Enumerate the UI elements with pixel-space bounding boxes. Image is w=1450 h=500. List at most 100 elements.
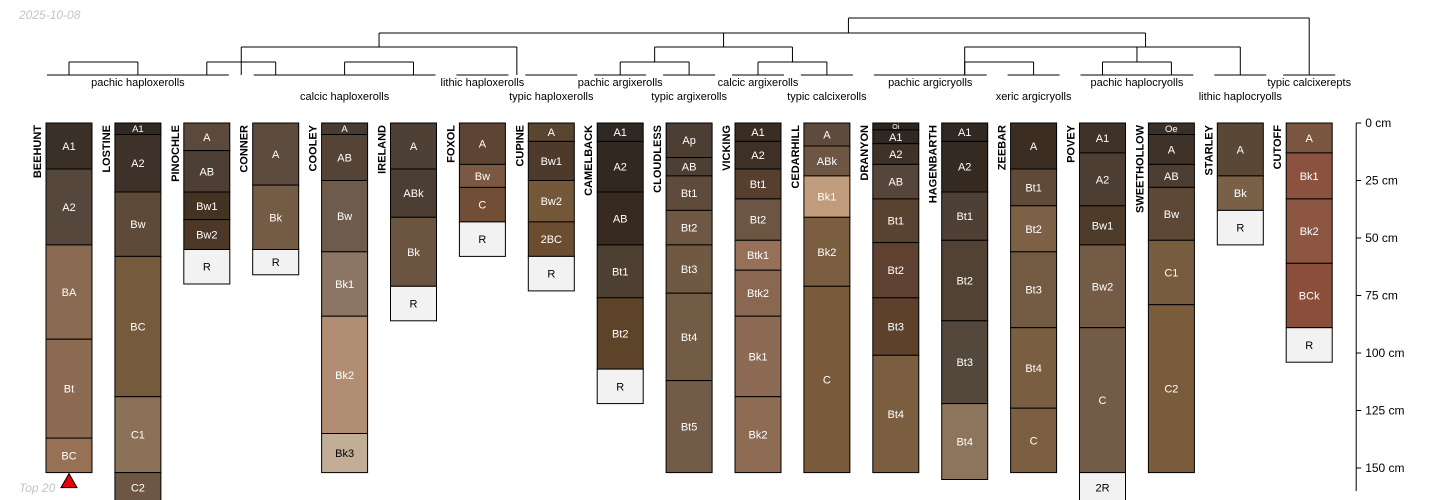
horizon xyxy=(252,249,300,276)
horizon-label: Bt2 xyxy=(1025,224,1042,236)
horizon-label: Bk2 xyxy=(1300,226,1319,238)
subgroup-label: xeric argicryolls xyxy=(996,91,1072,103)
horizon-label: R xyxy=(272,257,280,269)
horizon-label: C2 xyxy=(1164,384,1178,396)
horizon xyxy=(321,134,369,181)
profile-name: CUTOFF xyxy=(1272,125,1284,170)
horizon xyxy=(665,380,713,474)
profile: A1 A2 Bt1 Bt2 Btk1 Btk2 Bk1 Bk2 VICKING xyxy=(721,122,782,474)
horizon xyxy=(734,269,782,317)
horizon xyxy=(665,122,713,158)
profile-name: ZEEBAR xyxy=(997,125,1009,170)
horizon-label: Bk xyxy=(407,247,420,259)
horizon xyxy=(1010,251,1058,329)
profile: A1 A2 Bw BC C1 C2 LOSTINE xyxy=(101,122,162,500)
horizon-label: Ap xyxy=(682,135,695,147)
horizon-label: Bk1 xyxy=(817,192,836,204)
profile-name: DRANYON xyxy=(859,125,871,181)
horizon xyxy=(803,175,851,218)
subgroup-label: pachic haplocryolls xyxy=(1090,77,1183,89)
horizon-label: Bw1 xyxy=(1092,220,1113,232)
horizon-label: A1 xyxy=(1096,133,1109,145)
profile: A1 A2 Bw1 Bw2 C 2R POVEY xyxy=(1066,122,1126,500)
dendrogram xyxy=(68,17,1310,75)
horizon-label: C xyxy=(478,200,486,212)
horizon xyxy=(114,134,162,193)
horizon-label: A2 xyxy=(613,162,626,174)
horizon-label: Bt2 xyxy=(750,215,767,227)
horizon-label: R xyxy=(1236,223,1244,235)
horizon xyxy=(941,403,989,481)
profile: A Bk R CONNER xyxy=(239,122,300,276)
profile-name: STARLEY xyxy=(1203,124,1215,175)
horizon-label: R xyxy=(478,234,486,246)
profile: A1 A2 BA Bt BC BEEHUNT xyxy=(32,122,93,489)
axis-tick-label: 75 cm xyxy=(1365,289,1398,303)
axis-tick-label: 25 cm xyxy=(1365,174,1398,188)
horizon-label: Bt5 xyxy=(681,422,698,434)
horizon xyxy=(665,175,713,211)
horizon xyxy=(1079,472,1126,500)
subgroup-label: lithic haplocryolls xyxy=(1199,91,1283,103)
horizon xyxy=(1147,134,1195,165)
subgroup-label: pachic argixerolls xyxy=(578,77,663,89)
horizon-label: Bt2 xyxy=(612,328,629,340)
horizon-label: Bk xyxy=(1234,188,1247,200)
profile-name: LOSTINE xyxy=(101,125,113,173)
horizon xyxy=(872,163,920,200)
horizon-label: ABk xyxy=(817,156,838,168)
horizon xyxy=(1079,244,1126,329)
horizon-label: A1 xyxy=(889,132,902,144)
profile-name: POVEY xyxy=(1066,124,1078,163)
profile-name: IRELAND xyxy=(377,125,389,174)
depth-axis: 0 cm 25 cm 50 cm 75 cm 100 cm 125 cm 150 cm xyxy=(1355,116,1405,491)
horizon xyxy=(252,122,300,186)
horizon xyxy=(872,242,920,299)
horizon xyxy=(1216,209,1264,246)
profile-name: CONNER xyxy=(239,125,251,173)
horizon-label: A1 xyxy=(132,124,144,135)
horizon-label: A2 xyxy=(131,158,144,170)
profile-name: COOLEY xyxy=(308,124,320,171)
horizon-label: BC xyxy=(130,322,145,334)
horizon-label: A2 xyxy=(889,149,902,161)
horizon-label: Bt3 xyxy=(1025,285,1042,297)
horizon-label: C1 xyxy=(131,430,145,442)
horizon-label: A xyxy=(1168,144,1176,156)
horizon-label: Bt1 xyxy=(681,188,698,200)
soil-profiles: A1 A2 BA Bt BC BEEHUNT A1 A2 Bw BC C1 C2 LOSTINE A AB B… xyxy=(32,122,1333,500)
marker-triangle xyxy=(60,472,78,489)
horizon xyxy=(1285,122,1333,154)
horizon-label: Bk2 xyxy=(817,247,836,259)
horizon xyxy=(1147,239,1195,306)
horizon xyxy=(458,122,506,165)
horizon xyxy=(252,184,300,251)
horizon xyxy=(458,186,506,223)
horizon-label: A xyxy=(1306,133,1314,145)
horizon-label: A xyxy=(548,127,556,139)
horizon xyxy=(114,191,162,257)
footer-caption: Top 20 xyxy=(19,481,56,495)
subgroup-label: pachic argicryolls xyxy=(888,77,973,89)
horizon xyxy=(527,255,575,292)
horizon xyxy=(1216,175,1264,211)
date-stamp: 2025-10-08 xyxy=(19,8,81,22)
horizon-label: A2 xyxy=(62,202,75,214)
horizon-label: Bt1 xyxy=(1025,182,1042,194)
subgroup-label: pachic haploxerolls xyxy=(91,77,185,89)
profile: A Bk R STARLEY xyxy=(1203,122,1264,246)
horizon xyxy=(734,198,782,241)
horizon xyxy=(941,320,989,405)
profile-name: HAGENBARTH xyxy=(928,125,940,203)
profile: Oe A AB Bw C1 C2 SWEETHOLLOW xyxy=(1134,122,1195,474)
horizon-label: Bt4 xyxy=(1025,363,1042,375)
horizon-label: AB xyxy=(337,152,352,164)
horizon xyxy=(1010,168,1058,207)
horizon-label: A2 xyxy=(958,162,971,174)
horizon-label: AB xyxy=(1164,171,1179,183)
horizon-label: A xyxy=(1030,141,1038,153)
horizon-label: A xyxy=(479,139,487,151)
horizon-label: Bk3 xyxy=(335,448,354,460)
horizon-label: Bw2 xyxy=(196,230,217,242)
